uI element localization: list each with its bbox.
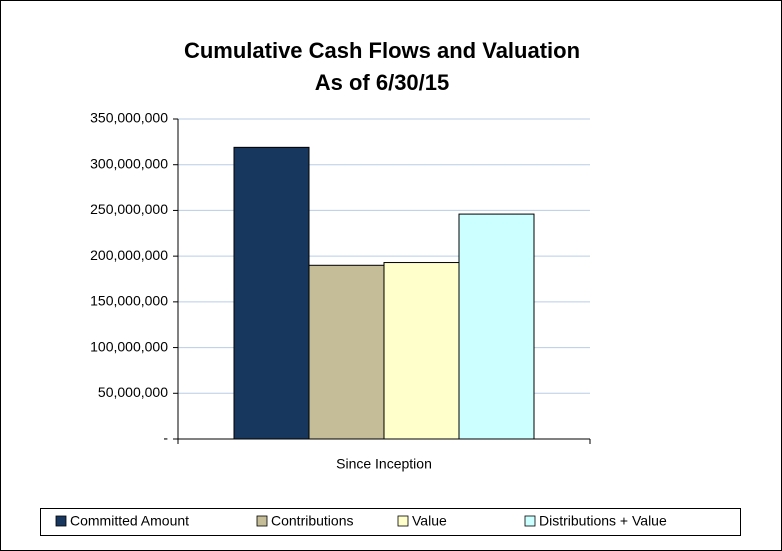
y-tick-label: 150,000,000 [90, 293, 168, 309]
legend-label: Value [412, 513, 447, 529]
legend-swatch [256, 515, 268, 527]
legend-swatch [55, 515, 67, 527]
legend-label: Distributions + Value [539, 513, 667, 529]
y-tick-label: 50,000,000 [98, 384, 168, 400]
y-tick-label: 100,000,000 [90, 338, 168, 354]
legend-label: Committed Amount [70, 513, 189, 529]
legend-swatch [524, 515, 536, 527]
bar [233, 146, 310, 440]
y-tick-label: 300,000,000 [90, 155, 168, 171]
bar [383, 262, 460, 440]
y-tick-label: 350,000,000 [90, 110, 168, 126]
bar [308, 264, 385, 440]
x-tick-label: Since Inception [336, 456, 432, 472]
legend-label: Contributions [271, 513, 354, 529]
chart-subtitle: As of 6/30/15 [315, 70, 450, 95]
y-tick-label: - [163, 430, 168, 446]
bar [458, 213, 535, 440]
legend-box [40, 508, 741, 536]
y-tick-label: 250,000,000 [90, 201, 168, 217]
y-tick-label: 200,000,000 [90, 247, 168, 263]
chart-title: Cumulative Cash Flows and Valuation [184, 38, 580, 63]
legend-swatch [397, 515, 409, 527]
